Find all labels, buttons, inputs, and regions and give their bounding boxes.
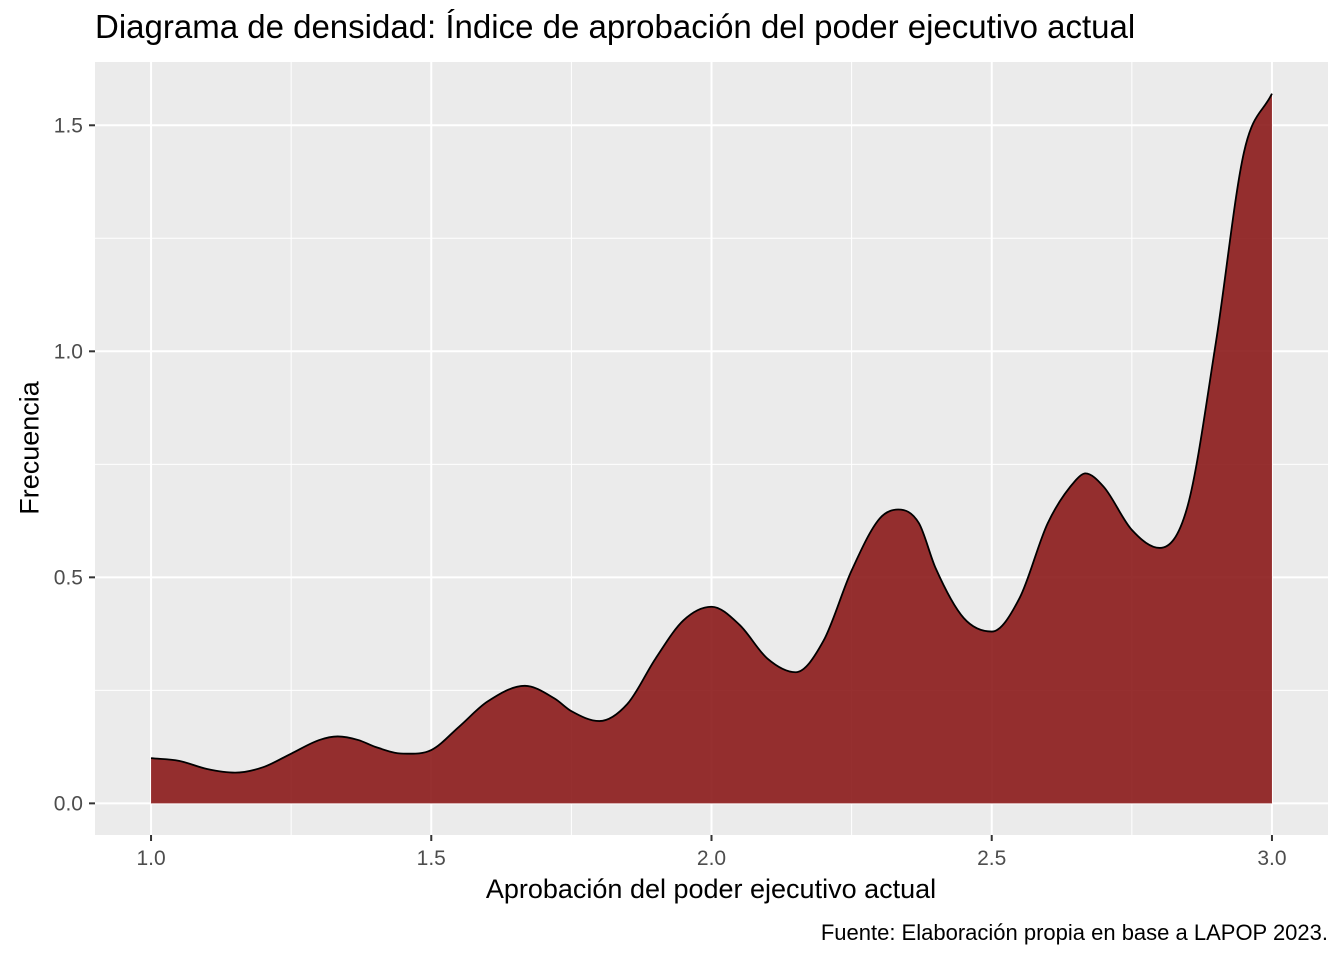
y-tick-label: 0.0	[54, 792, 83, 815]
chart-title: Diagrama de densidad: Índice de aprobaci…	[95, 8, 1136, 45]
x-tick-label: 1.5	[417, 847, 446, 870]
y-tick-label: 1.0	[54, 340, 83, 363]
x-tick-label: 3.0	[1257, 847, 1286, 870]
y-axis-label: Frecuencia	[14, 381, 45, 515]
density-series	[150, 93, 1273, 804]
x-axis-label: Aprobación del poder ejecutivo actual	[485, 874, 937, 904]
x-tick-label: 1.0	[136, 847, 165, 870]
density-outline	[150, 93, 1273, 774]
y-tick-label: 0.5	[54, 566, 83, 589]
density-area	[151, 93, 1272, 804]
axis-ticks	[89, 124, 1273, 841]
axis-tick-labels: 1.0 1.5 2.0 2.5 3.0 0.0 0.5 1.0 1.5	[54, 114, 1287, 870]
y-tick-label: 1.5	[54, 114, 83, 137]
chart-caption: Fuente: Elaboración propia en base a LAP…	[820, 920, 1328, 945]
x-tick-label: 2.0	[697, 847, 726, 870]
x-tick-label: 2.5	[977, 847, 1006, 870]
